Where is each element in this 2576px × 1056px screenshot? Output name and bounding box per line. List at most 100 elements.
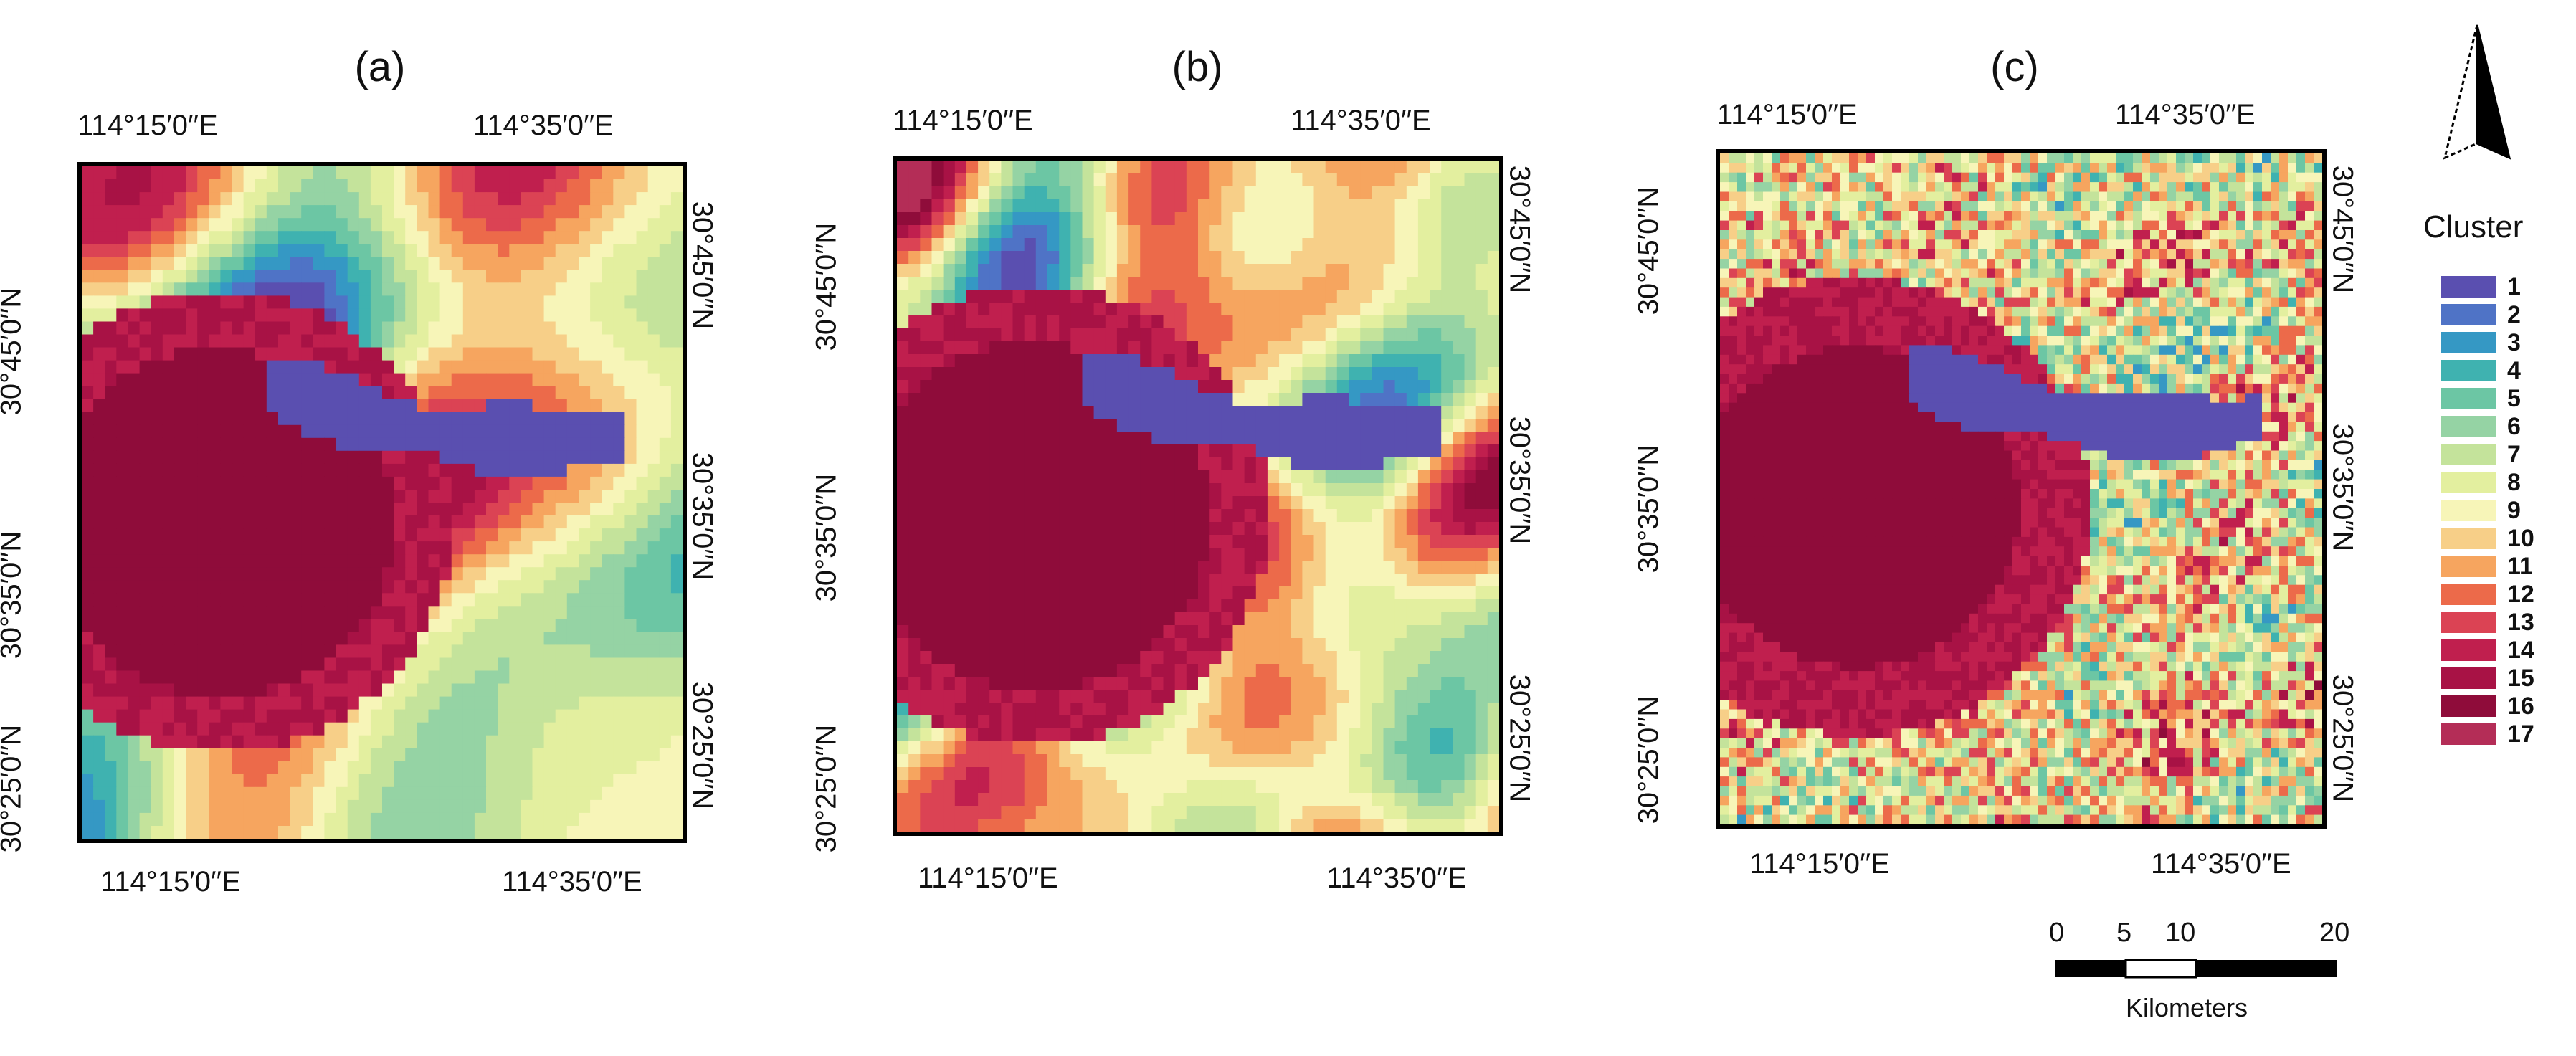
raster-cell (151, 424, 163, 439)
raster-cell (93, 257, 105, 270)
raster-cell (1059, 522, 1071, 536)
raster-cell (943, 625, 956, 639)
raster-cell (370, 722, 383, 736)
raster-cell (439, 632, 452, 645)
raster-cell (243, 774, 256, 788)
raster-cell (1035, 664, 1048, 677)
raster-cell (1302, 483, 1315, 497)
raster-cell (405, 619, 417, 632)
raster-cell (498, 593, 510, 607)
raster-cell (128, 399, 141, 413)
raster-cell (954, 690, 967, 703)
raster-cell (1464, 586, 1477, 600)
raster-cell (624, 321, 637, 336)
raster-cell (1024, 690, 1037, 703)
raster-cell (439, 670, 452, 685)
panel-b-label: (b) (1171, 44, 1223, 90)
raster-cell (590, 450, 602, 465)
raster-cell (908, 212, 921, 226)
raster-cell (232, 450, 244, 465)
raster-cell (128, 528, 141, 542)
raster-cell (220, 503, 233, 516)
raster-cell (566, 321, 579, 336)
raster-cell (1453, 432, 1465, 445)
raster-cell (139, 295, 152, 309)
raster-cell (162, 606, 175, 619)
raster-cell (1441, 470, 1453, 484)
raster-cell (954, 225, 967, 239)
raster-cell (474, 373, 487, 387)
raster-cell (1012, 690, 1025, 703)
raster-cell (439, 722, 452, 736)
raster-cell (613, 308, 625, 322)
raster-cell (1360, 225, 1372, 239)
raster-cell (93, 424, 105, 439)
raster-cell (151, 321, 163, 336)
raster-cell (1475, 703, 1488, 716)
raster-cell (1024, 328, 1037, 342)
raster-cell (1441, 173, 1453, 187)
raster-cell (394, 683, 406, 698)
raster-cell (579, 231, 591, 244)
raster-cell (590, 179, 602, 193)
raster-cell (943, 367, 956, 381)
raster-cell (624, 826, 637, 839)
raster-cell (636, 812, 649, 827)
raster-cell (197, 709, 209, 723)
raster-cell (486, 476, 498, 490)
raster-cell (93, 606, 105, 619)
raster-cell (1244, 444, 1257, 458)
raster-cell (209, 826, 221, 839)
raster-cell (1487, 651, 1499, 665)
raster-cell (897, 548, 909, 561)
raster-cell (1406, 277, 1419, 290)
raster-cell (82, 761, 94, 775)
raster-cell (1325, 599, 1338, 613)
raster-cell (1255, 251, 1268, 265)
raster-cell (579, 295, 591, 309)
raster-cell (897, 561, 909, 574)
raster-cell (1012, 509, 1025, 523)
raster-cell (1464, 277, 1477, 290)
raster-cell (232, 748, 244, 762)
raster-cell (439, 786, 452, 801)
raster-cell (1487, 419, 1499, 432)
raster-cell (220, 670, 233, 685)
raster-cell (613, 490, 625, 503)
raster-cell (613, 554, 625, 568)
raster-cell (908, 290, 921, 303)
raster-cell (624, 696, 637, 710)
raster-cell (1093, 251, 1106, 265)
raster-cell (1105, 715, 1118, 729)
raster-cell (220, 360, 233, 374)
raster-cell (1406, 574, 1419, 587)
raster-cell (1221, 315, 1234, 329)
raster-cell (82, 735, 94, 749)
raster-cell (920, 303, 933, 316)
raster-cell (474, 412, 487, 426)
raster-cell (613, 463, 625, 477)
raster-cell (1453, 561, 1465, 574)
raster-cell (1383, 380, 1396, 394)
raster-cell (174, 257, 186, 270)
raster-cell (1070, 703, 1083, 716)
raster-cell (509, 334, 521, 348)
raster-cell (105, 463, 117, 477)
raster-cell (1082, 212, 1095, 226)
raster-cell (1441, 406, 1453, 419)
raster-cell (370, 244, 383, 257)
raster-cell (417, 670, 429, 685)
raster-cell (1082, 690, 1095, 703)
raster-cell (1383, 561, 1396, 574)
raster-cell (532, 567, 545, 581)
raster-cell (943, 303, 956, 316)
raster-cell (313, 735, 325, 749)
raster-cell (555, 503, 568, 516)
raster-cell (566, 799, 579, 814)
raster-cell (920, 432, 933, 445)
raster-cell (555, 786, 568, 801)
raster-cell (498, 812, 510, 827)
raster-cell (566, 476, 579, 490)
raster-cell (897, 419, 909, 432)
raster-cell (243, 490, 256, 503)
